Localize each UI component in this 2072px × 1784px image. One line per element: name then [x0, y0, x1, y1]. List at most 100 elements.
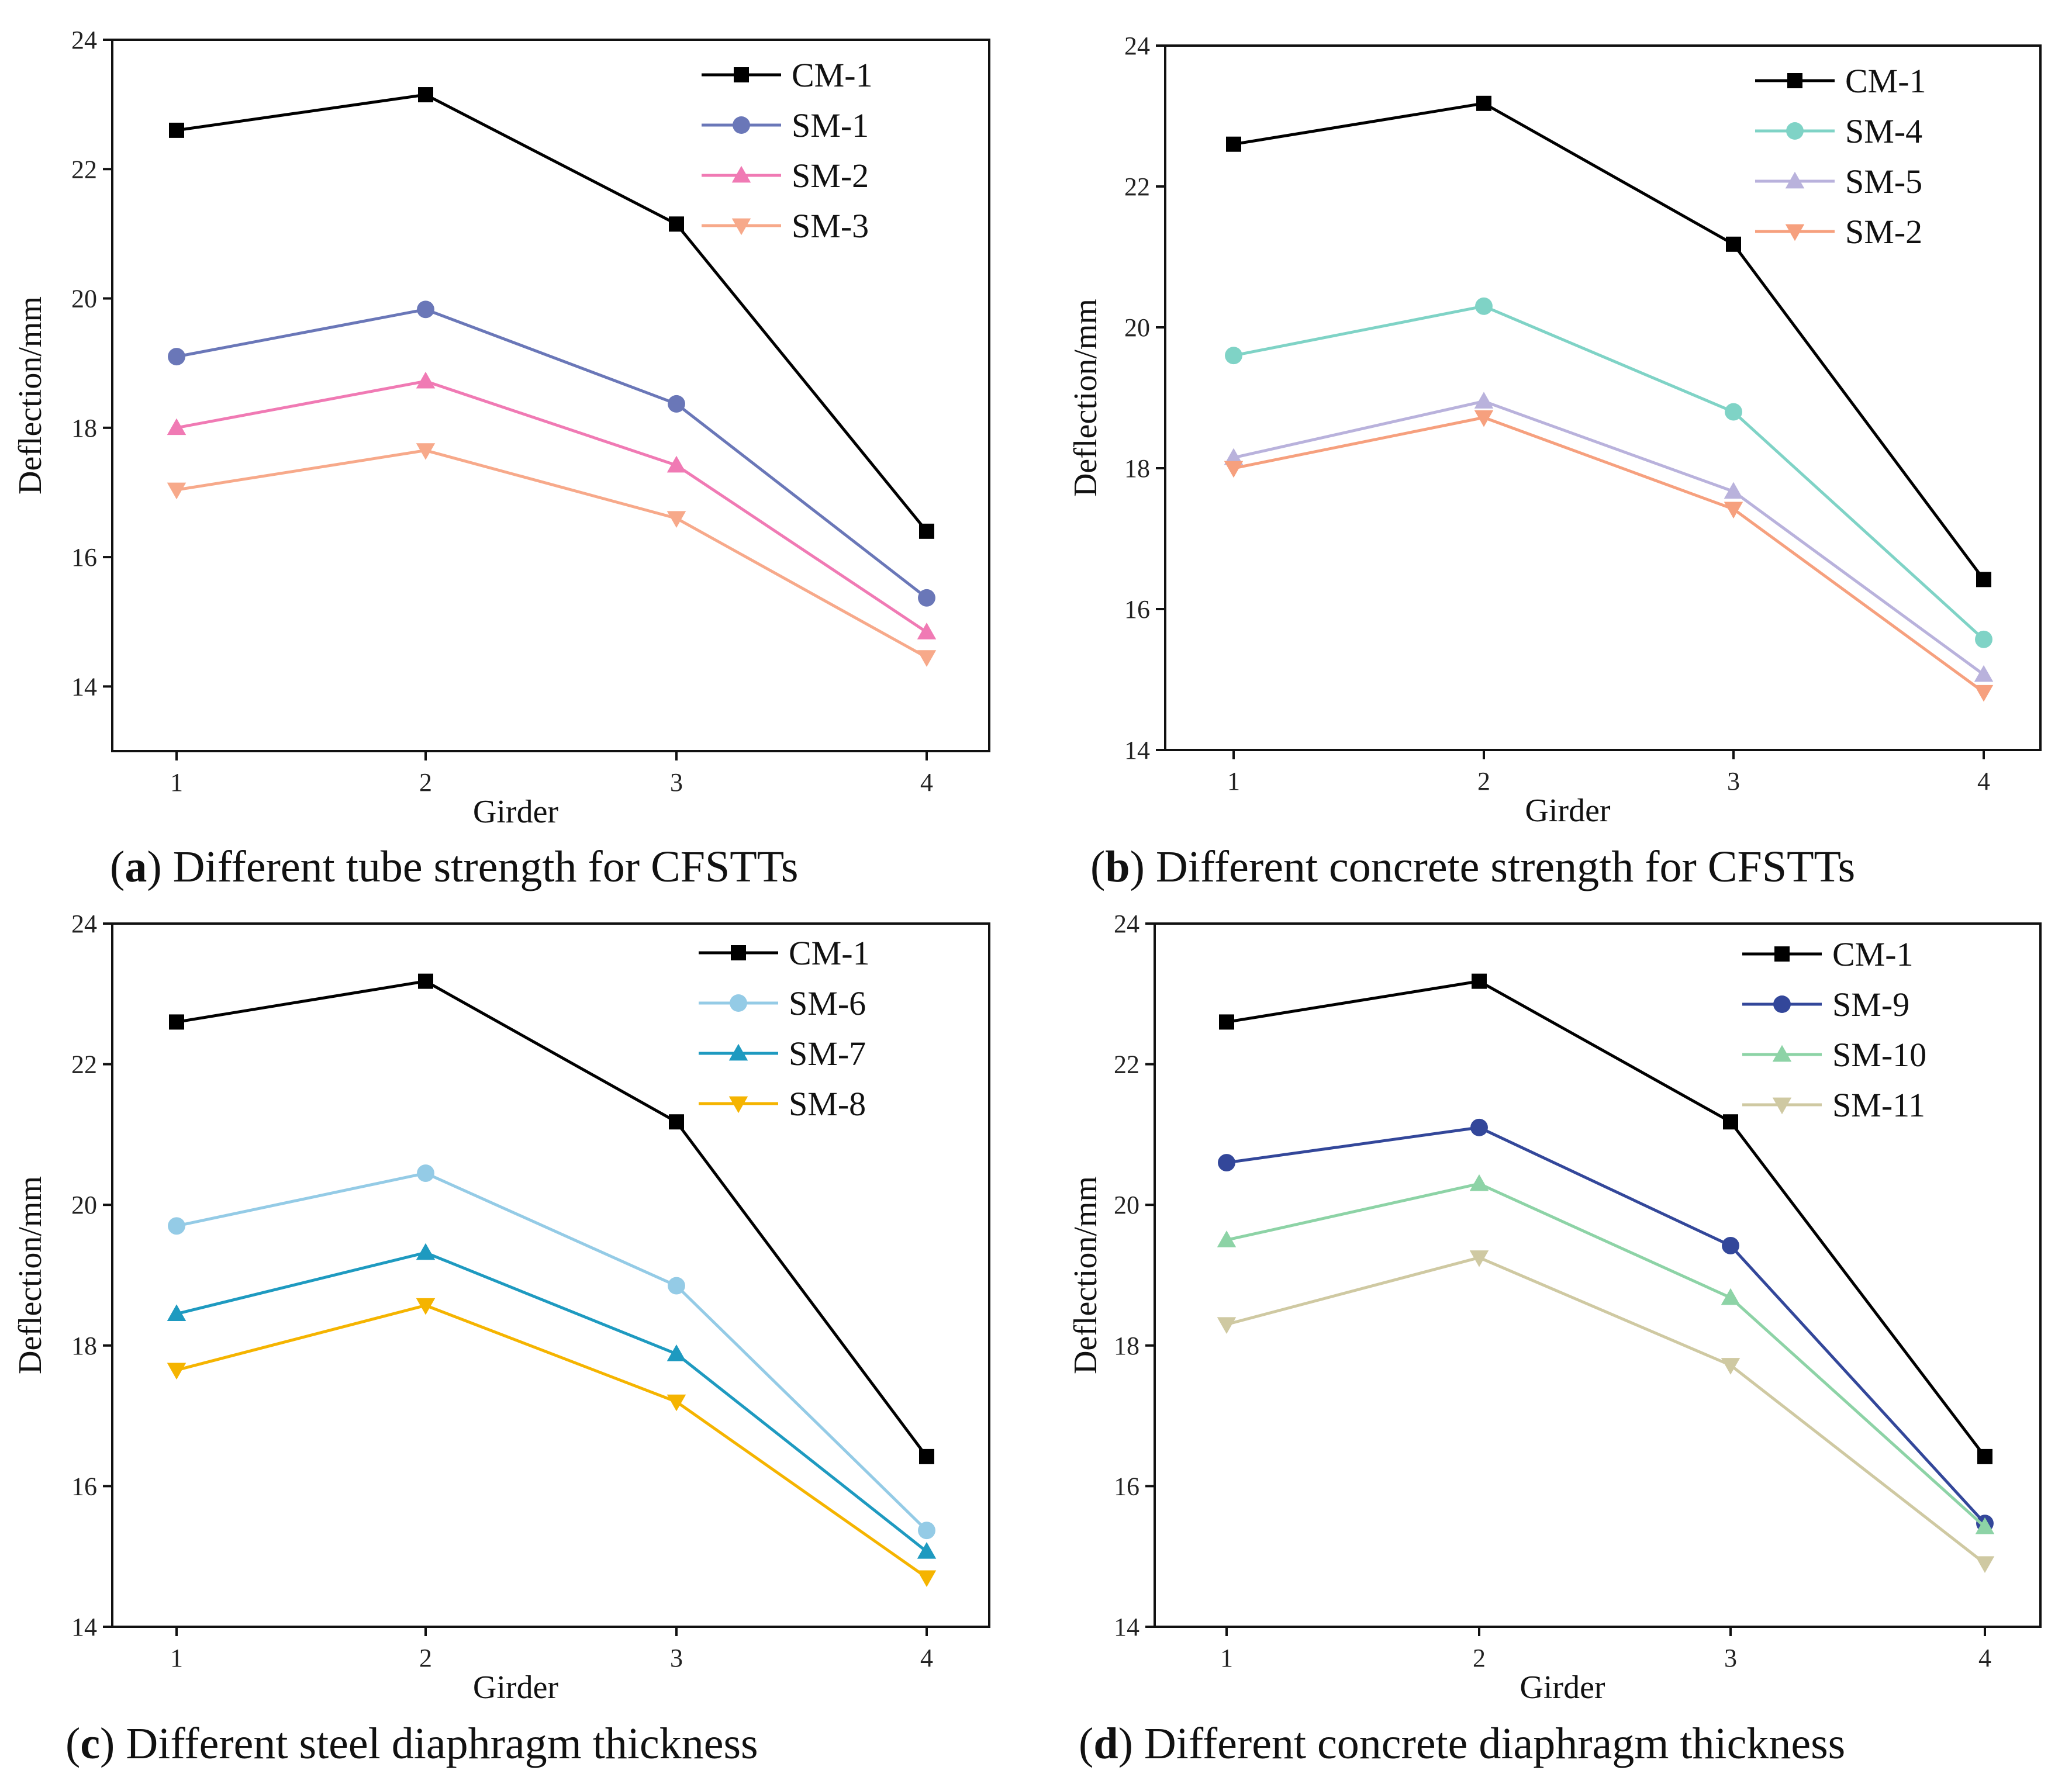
data-point [1225, 347, 1242, 365]
series-CM-1 [169, 87, 934, 539]
data-point [168, 348, 185, 366]
data-point [416, 443, 436, 460]
x-tick-label: 1 [170, 1644, 183, 1672]
data-point [1224, 448, 1244, 465]
y-tick-label: 18 [71, 414, 97, 442]
data-point [1974, 665, 1994, 682]
data-point [1726, 236, 1741, 252]
y-tick-label: 14 [1124, 736, 1150, 765]
legend-marker [1786, 122, 1804, 140]
y-tick-label: 24 [1114, 910, 1139, 938]
series-SM-6 [168, 1164, 935, 1540]
y-tick-label: 20 [71, 285, 97, 313]
y-tick-label: 16 [71, 543, 97, 572]
data-point [167, 1363, 187, 1380]
y-tick-label: 18 [71, 1332, 97, 1360]
series-SM-4 [1225, 297, 1992, 648]
data-point [917, 623, 937, 639]
legend-entry: SM-2 [702, 157, 869, 195]
series-SM-10 [1217, 1174, 1995, 1534]
x-tick-label: 4 [1978, 1644, 1991, 1672]
legend-marker [730, 994, 747, 1012]
plot-frame [111, 922, 990, 1628]
series-CM-1 [169, 973, 934, 1464]
legend-marker [1773, 995, 1791, 1013]
x-tick-label: 1 [170, 768, 183, 797]
data-point [1724, 502, 1743, 519]
series-SM-2 [1224, 410, 1994, 702]
y-tick-label: 20 [1114, 1191, 1139, 1219]
legend-marker [734, 67, 749, 82]
series-line [1226, 1256, 1986, 1565]
data-point [1472, 973, 1487, 989]
data-point [667, 1394, 686, 1412]
legend-label: CM-1 [1832, 935, 1914, 973]
legend-label: SM-5 [1845, 163, 1922, 200]
legend-label: SM-6 [789, 984, 866, 1022]
y-tick-label: 14 [71, 1613, 97, 1641]
legend-marker [731, 945, 746, 960]
legend-entry: SM-11 [1742, 1086, 1925, 1124]
data-point [669, 1114, 684, 1130]
y-tick-label: 14 [71, 672, 97, 701]
data-point [1469, 1174, 1489, 1191]
y-tick-label: 16 [71, 1472, 97, 1501]
y-tick-label: 22 [71, 1050, 97, 1079]
data-point [919, 523, 934, 539]
data-point [1470, 1118, 1488, 1136]
data-point [1974, 684, 1994, 702]
legend: CM-1 SM-6 SM-7 SM-8 [699, 934, 870, 1123]
legend-marker [1772, 1097, 1792, 1115]
legend-entry: SM-5 [1755, 163, 1922, 200]
series-line [176, 1171, 928, 1531]
legend-entry: SM-1 [702, 106, 869, 144]
data-point [1224, 461, 1244, 478]
y-axis-label: Deflection/mm [12, 1176, 49, 1374]
series-SM-7 [167, 1243, 937, 1559]
data-point [167, 482, 187, 500]
legend-label: SM-1 [792, 106, 869, 144]
data-point [167, 1304, 187, 1322]
data-point [917, 1570, 937, 1588]
data-point [418, 87, 433, 103]
series-line [176, 980, 928, 1458]
legend-marker [728, 1096, 748, 1114]
legend-entry: SM-6 [699, 984, 866, 1022]
y-tick-label: 14 [1114, 1613, 1139, 1641]
data-point [169, 1014, 184, 1030]
legend-entry: CM-1 [1755, 62, 1926, 100]
x-axis-label: Girder [1520, 1669, 1605, 1706]
y-axis-label: Deflection/mm [1068, 299, 1104, 497]
data-point [669, 216, 684, 232]
legend-label: SM-3 [792, 207, 869, 245]
legend-entry: CM-1 [1742, 935, 1914, 973]
legend-label: CM-1 [789, 934, 870, 972]
data-point [1977, 1448, 1992, 1464]
data-point [1217, 1317, 1237, 1334]
legend: CM-1 SM-9 SM-10 SM-11 [1742, 935, 1926, 1124]
x-tick-label: 3 [670, 1644, 683, 1672]
legend-marker [1785, 171, 1805, 189]
caption-text: Different concrete diaphragm thickness [1144, 1719, 1846, 1768]
plot-frame [1154, 922, 2042, 1628]
y-tick-label: 18 [1114, 1332, 1139, 1360]
y-tick-label: 24 [71, 910, 97, 938]
data-point [667, 1344, 686, 1361]
x-tick-label: 3 [1724, 1644, 1737, 1672]
legend-label: CM-1 [792, 56, 873, 94]
data-point [1476, 95, 1491, 111]
legend-label: SM-2 [1845, 213, 1922, 251]
legend-entry: SM-4 [1755, 112, 1922, 150]
caption-text: Different steel diaphragm thickness [126, 1719, 758, 1768]
data-point [1474, 392, 1494, 409]
legend-marker [1785, 224, 1805, 241]
data-point [168, 1217, 185, 1235]
data-point [1724, 482, 1743, 499]
y-tick-label: 24 [1124, 32, 1150, 60]
data-point [1725, 403, 1742, 421]
y-tick-label: 24 [71, 26, 97, 54]
series-SM-2 [167, 371, 937, 639]
y-tick-label: 16 [1124, 595, 1150, 624]
data-point [416, 371, 436, 389]
